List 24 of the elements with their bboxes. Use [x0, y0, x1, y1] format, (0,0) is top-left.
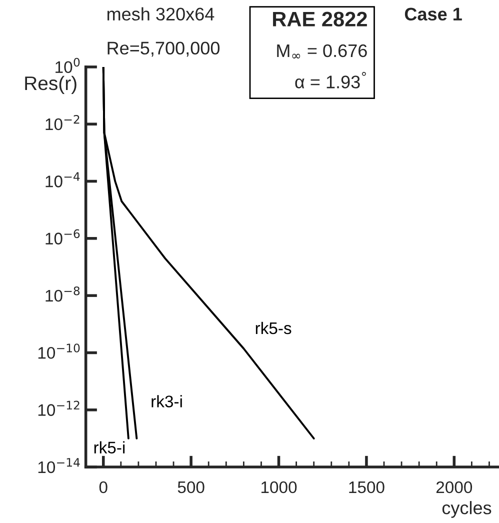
- x-tick-label: 0: [99, 481, 108, 494]
- text: RAE 2822: [273, 12, 367, 27]
- series-label: rk5-s: [256, 322, 292, 334]
- y-tick-label: 10$^{−14}$: [38, 458, 80, 474]
- x-tick-label: 1000: [261, 481, 297, 494]
- y-tick-label: 10$^{0}$: [56, 58, 80, 74]
- y-tick-label: 10$^{−12}$: [38, 400, 80, 416]
- y-tick-label: 10$^{−4}$: [46, 172, 80, 188]
- x-tick-label: 500: [178, 481, 204, 494]
- x-tick-label: 1500: [349, 481, 384, 494]
- annotation: α = 1.93$^{°}$: [295, 72, 366, 88]
- text: Re=5,700,000: [108, 42, 220, 57]
- text: M$_{∞}$ = 0.676: [277, 44, 367, 58]
- text: mesh 320x64: [107, 7, 214, 21]
- x-tick-label: 2000: [436, 481, 472, 494]
- y-tick-label: 10$^{−8}$: [46, 286, 80, 302]
- series-label: rk5-i: [94, 441, 125, 454]
- y-tick-label: 10$^{−6}$: [46, 229, 80, 244]
- x-axis-title: cycles: [442, 501, 492, 518]
- y-tick-label: 10$^{−2}$: [46, 114, 80, 130]
- text: Case 1: [404, 8, 462, 21]
- series-label: rk3-i: [152, 395, 182, 408]
- y-tick-label: 10$^{−10}$: [38, 344, 80, 359]
- y-axis-title: Res(r): [25, 76, 76, 94]
